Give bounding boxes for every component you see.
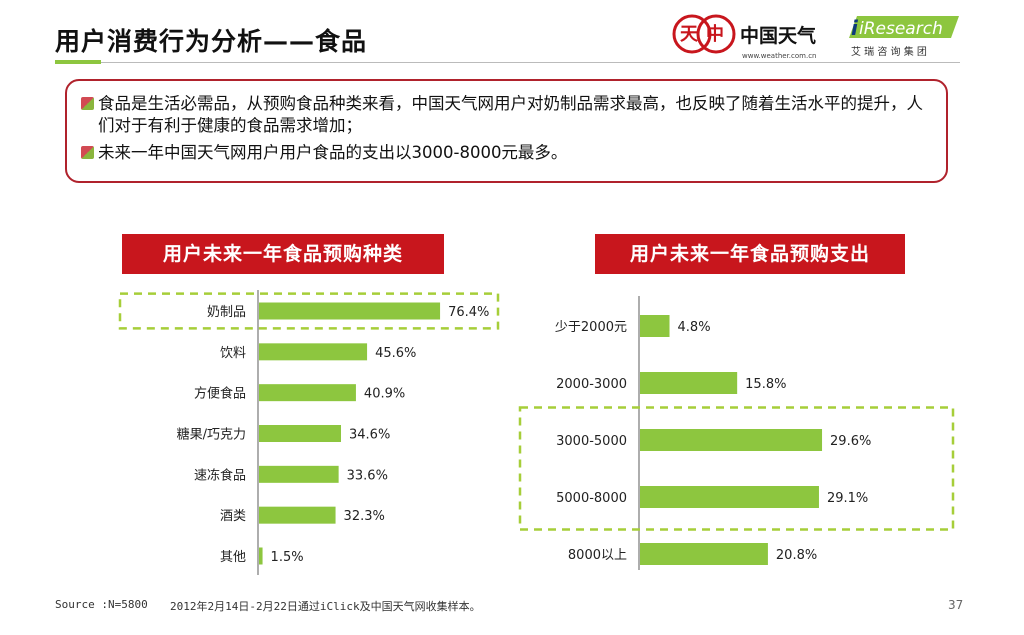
summary-bullet: 食品是生活必需品，从预购食品种类来看，中国天气网用户对奶制品需求最高，也反映了随… [81,93,930,137]
category-label: 方便食品 [194,386,246,402]
bar [259,343,368,361]
category-label: 饮料 [220,346,246,361]
iresearch-brand: iResearch [859,19,943,39]
chart-title-food-types: 用户未来一年食品预购种类 [122,234,444,274]
value-label: 20.8% [776,548,817,563]
chart-food-types: 奶制品 76.4% 饮料 45.6% 方便食品 40.9% 糖果/巧克力 34.6% 速冻食品 3… [118,290,500,575]
bullet-icon [81,97,94,110]
summary-bullet: 未来一年中国天气网用户用户食品的支出以3000-8000元最多。 [81,142,930,164]
weather-logo-text: 中国天气 [740,24,816,47]
bar [259,384,356,402]
value-label: 29.1% [827,491,868,506]
value-label: 4.8% [678,320,711,335]
svg-text:天: 天 [680,24,699,45]
value-label: 1.5% [271,550,304,565]
category-label: 少于2000元 [555,320,627,335]
iresearch-subtitle: 艾 瑞 咨 询 集 团 [851,45,927,58]
value-label: 76.4% [448,305,489,320]
title-accent-bar [55,60,101,64]
value-label: 34.6% [349,428,390,443]
bar [259,506,336,524]
bar [640,543,768,565]
category-label: 奶制品 [207,305,246,320]
category-label: 5000-8000 [556,491,627,506]
category-label: 其他 [220,550,246,565]
category-label: 8000以上 [568,548,627,563]
bar [640,486,819,508]
value-label: 29.6% [830,434,871,449]
bar [259,425,342,442]
chart-title-food-spending: 用户未来一年食品预购支出 [595,234,905,274]
iresearch-logo: i iResearch 艾 瑞 咨 询 集 团 [843,10,963,62]
highlight-box [118,292,500,330]
page-title: 用户消费行为分析——食品 [55,27,368,56]
summary-bullet-text: 未来一年中国天气网用户用户食品的支出以3000-8000元最多。 [98,143,568,162]
bar [259,302,441,320]
summary-bullet-text: 食品是生活必需品，从预购食品种类来看，中国天气网用户对奶制品需求最高，也反映了随… [98,94,923,135]
bar [259,547,263,565]
bar [259,465,339,483]
footer-note: 2012年2月14日-2月22日通过iClick及中国天气网收集样本。 [170,600,481,613]
value-label: 15.8% [745,377,786,392]
weather-logo: 天 中 中国天气 www.weather.com.cn [672,6,830,62]
value-label: 33.6% [347,468,388,483]
svg-text:i: i [851,16,859,40]
highlight-box [518,406,955,531]
summary-box: 食品是生活必需品，从预购食品种类来看，中国天气网用户对奶制品需求最高，也反映了随… [65,79,948,183]
category-label: 速冻食品 [194,467,246,483]
bullet-icon [81,146,94,159]
footer-source: Source :N=5800 [55,598,148,611]
value-label: 40.9% [364,387,405,402]
value-label: 45.6% [375,346,416,361]
svg-text:中: 中 [706,23,724,45]
value-label: 32.3% [344,509,385,524]
bar [640,315,670,337]
chart-food-spending: 少于2000元 4.8% 2000-3000 15.8% 3000-5000 29.6% 5… [518,296,955,570]
category-label: 糖果/巧克力 [177,427,246,443]
title-divider [55,62,960,63]
weather-logo-url: www.weather.com.cn [742,52,817,60]
category-label: 3000-5000 [556,434,627,449]
page-number: 37 [948,598,964,612]
bar [640,429,823,451]
category-label: 2000-3000 [556,377,627,392]
category-label: 酒类 [220,509,246,524]
bar [640,372,738,394]
